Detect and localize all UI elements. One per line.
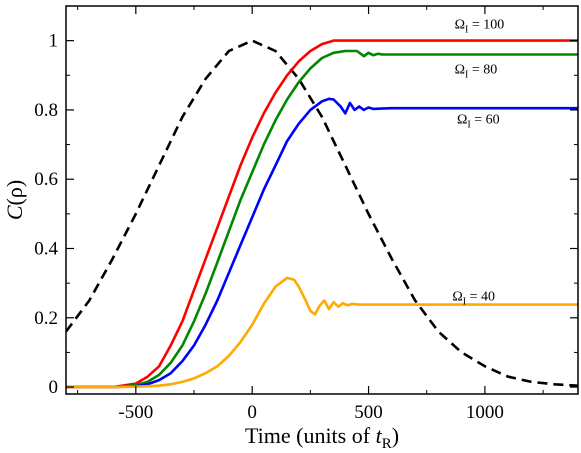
y-tick-label: 0.2 (34, 308, 58, 329)
x-tick-label: -500 (118, 402, 153, 423)
y-tick-label: 0.8 (34, 100, 58, 121)
y-axis-title: C(ρ) (2, 180, 27, 220)
series-line-pulse (66, 39, 578, 387)
axis-layer: -500 0 500 1000 0 0.2 0.4 0.6 0.8 1 (34, 5, 578, 423)
y-tick-label: 0.6 (34, 169, 58, 190)
plot-frame (65, 5, 579, 395)
series-line-omega100 (66, 39, 578, 389)
data-layer (66, 39, 578, 389)
y-tick-label: 0 (49, 377, 59, 398)
x-tick-label: 1000 (466, 402, 504, 423)
series-line-omega80 (66, 49, 578, 389)
x-tick-label: 0 (247, 402, 257, 423)
series-label-omega100: ΩI = 100 (455, 17, 505, 35)
y-tick-label: 0.4 (34, 239, 58, 260)
series-line-omega60 (66, 97, 578, 389)
x-axis-title: Time (units of tR) (245, 423, 399, 452)
series-label-omega80: ΩI = 80 (455, 62, 498, 80)
series-label-omega60: ΩI = 60 (457, 113, 500, 131)
annotation-layer: ΩI = 100 ΩI = 80 ΩI = 60 ΩI = 40 (452, 17, 504, 307)
series-line-omega40 (66, 276, 578, 389)
series-label-omega40: ΩI = 40 (452, 289, 495, 307)
x-tick-label: 500 (354, 402, 383, 423)
y-tick-label: 1 (49, 31, 59, 52)
